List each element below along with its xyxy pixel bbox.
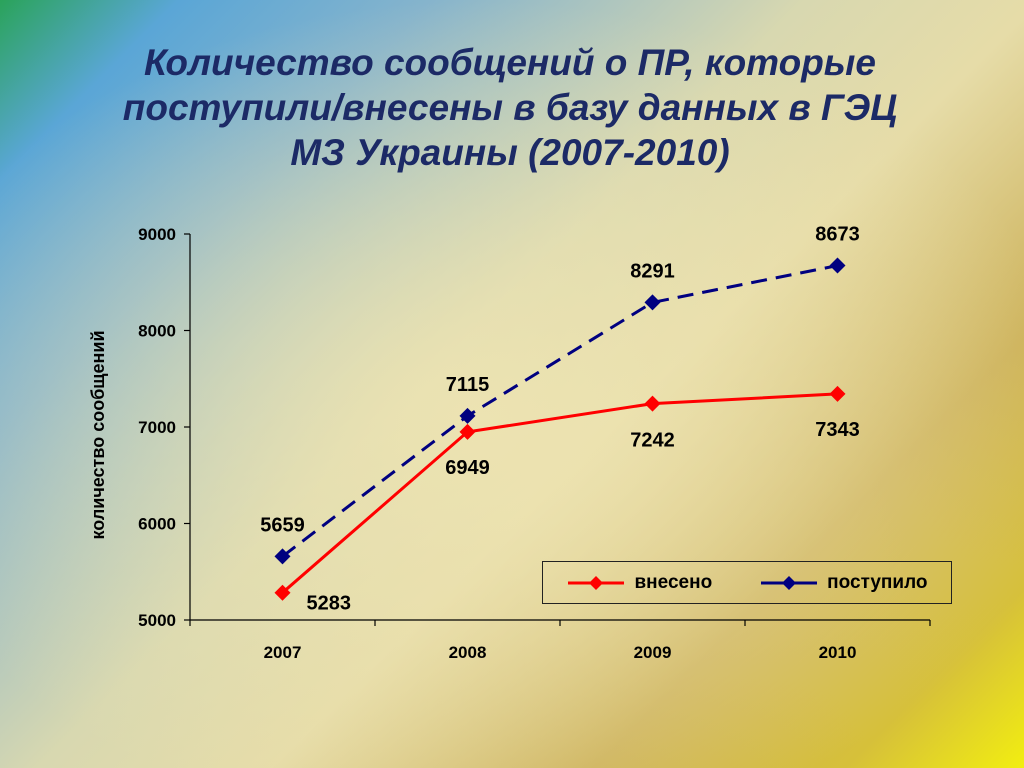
series-line-0: [281, 392, 838, 594]
series-0-point: [274, 584, 291, 601]
series-0-data-label: 7343: [815, 419, 860, 441]
legend-label-vneseno: внесено: [634, 571, 713, 593]
y-axis-label: количество сообщений: [88, 330, 108, 539]
y-tick-label: 7000: [138, 418, 176, 437]
series-1-data-label: 8291: [630, 260, 675, 282]
series-1-data-label: 7115: [446, 374, 489, 396]
series-line-1: [281, 264, 838, 558]
series-0-point: [459, 423, 476, 440]
series-0-point: [644, 395, 661, 412]
legend-marker-postupilo: [761, 575, 818, 590]
legend-item-postupilo: поступило: [759, 571, 928, 594]
x-tick-label: 2010: [819, 643, 857, 662]
y-tick-label: 9000: [138, 225, 176, 244]
legend-item-vneseno: внесено: [566, 572, 712, 594]
x-tick-label: 2009: [634, 643, 672, 662]
chart-title: Количество сообщений о ПР, которые посту…: [60, 40, 960, 175]
chart-title-line-1: Количество сообщений о ПР, которые: [144, 42, 876, 83]
x-tick-label: 2008: [449, 643, 487, 662]
y-tick-label: 6000: [138, 515, 176, 534]
chart-title-line-3: МЗ Украины (2007-2010): [290, 132, 730, 173]
series-1-point: [644, 294, 661, 311]
series-0-data-label: 7242: [630, 430, 675, 452]
y-tick-label: 5000: [138, 611, 176, 630]
y-tick-label: 8000: [138, 322, 176, 341]
series-0-point: [829, 385, 846, 402]
chart-title-line-2: поступили/внесены в базу данных в ГЭЦ: [122, 87, 898, 128]
series-1-data-label: 5659: [260, 514, 305, 536]
legend-label-postupilo: поступило: [827, 571, 928, 593]
series-1-point: [829, 257, 846, 274]
x-tick-label: 2007: [264, 643, 302, 662]
series-1-point: [274, 548, 291, 565]
legend: внесено поступило: [542, 561, 952, 604]
series-0-data-label: 6949: [445, 457, 490, 479]
series-1-data-label: 8673: [815, 224, 860, 246]
series-1-point: [459, 407, 476, 424]
series-0-data-label: 5283: [307, 593, 352, 615]
legend-marker-vneseno: [568, 575, 625, 590]
